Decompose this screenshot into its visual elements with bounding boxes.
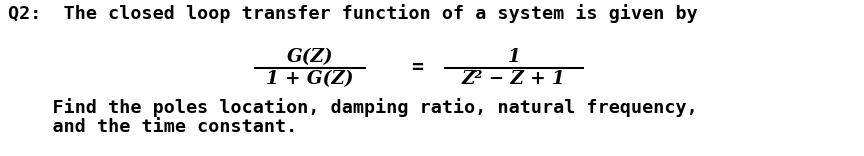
Text: Q2:  The closed loop transfer function of a system is given by: Q2: The closed loop transfer function of…: [8, 4, 697, 23]
Text: G(Z): G(Z): [287, 48, 334, 66]
Text: =: =: [411, 58, 422, 78]
Text: 1 + G(Z): 1 + G(Z): [266, 70, 354, 88]
Text: Z² − Z + 1: Z² − Z + 1: [462, 70, 566, 88]
Text: 1: 1: [507, 48, 520, 66]
Text: and the time constant.: and the time constant.: [8, 118, 297, 136]
Text: Find the poles location, damping ratio, natural frequency,: Find the poles location, damping ratio, …: [8, 98, 697, 117]
